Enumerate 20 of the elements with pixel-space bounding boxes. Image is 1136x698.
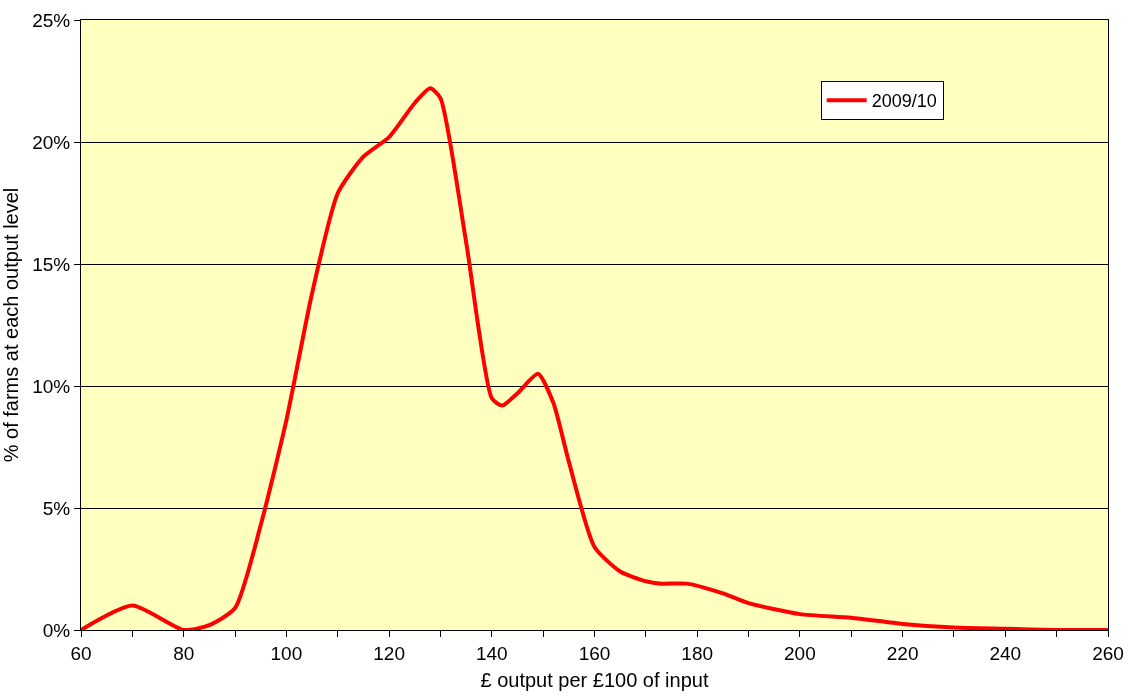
x-tick-label: 100 bbox=[270, 642, 303, 664]
x-tick-label: 240 bbox=[989, 642, 1022, 664]
y-tick-label: 25% bbox=[32, 9, 71, 31]
y-tick-label: 5% bbox=[42, 497, 71, 519]
x-tick-label: 60 bbox=[70, 642, 92, 664]
legend-label: 2009/10 bbox=[871, 91, 937, 112]
x-tick-label: 120 bbox=[373, 642, 405, 664]
y-tick-label: 0% bbox=[42, 619, 71, 641]
x-tick-label: 200 bbox=[784, 642, 816, 664]
y-tick-label: 20% bbox=[32, 131, 71, 153]
x-tick-label: 260 bbox=[1092, 642, 1124, 664]
x-tick-label: 160 bbox=[578, 642, 611, 664]
x-tick-label: 80 bbox=[173, 642, 195, 664]
x-tick-label: 220 bbox=[886, 642, 919, 664]
x-tick-label: 180 bbox=[681, 642, 714, 664]
x-tick-label: 140 bbox=[475, 642, 508, 664]
y-axis-title: % of farms at each output level bbox=[0, 187, 22, 463]
y-tick-label: 10% bbox=[32, 375, 71, 397]
y-tick-label: 15% bbox=[32, 253, 71, 275]
x-axis-title: £ output per £100 of input bbox=[480, 669, 709, 692]
